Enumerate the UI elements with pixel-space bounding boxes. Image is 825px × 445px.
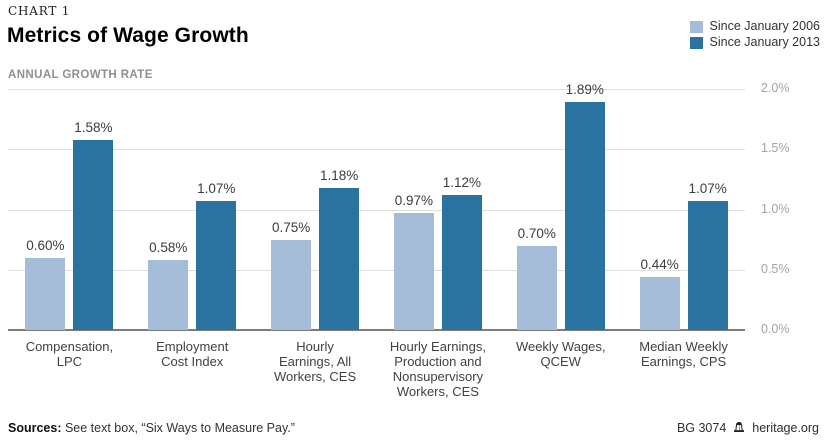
- report-id: BG 3074: [676, 421, 727, 435]
- x-axis-category-line: Earnings, All: [278, 354, 352, 369]
- sources-label: Sources:: [8, 421, 62, 435]
- bar-since-2006: [271, 239, 312, 330]
- x-axis-category-label: Median Weekly Earnings, CPS: [622, 339, 745, 369]
- liberty-bell-icon: [732, 421, 746, 435]
- x-axis-category-line: Weekly Wages,: [515, 339, 606, 354]
- bar-since-2013: [319, 187, 360, 330]
- bar-since-2013: [196, 201, 237, 330]
- x-axis-category-line: Employment: [156, 339, 229, 354]
- gridline: [8, 89, 745, 90]
- x-axis-category-line: Workers, CES: [274, 369, 357, 384]
- x-axis-category-line: Hourly Earnings,: [389, 339, 486, 354]
- legend-label: Since January 2006: [709, 19, 821, 33]
- bar-since-2013: [441, 195, 482, 330]
- bar-value-label: 1.07%: [197, 181, 236, 197]
- bar-value-label: 0.75%: [271, 219, 311, 235]
- x-axis-category-label: Weekly Wages, QCEW: [499, 339, 622, 369]
- bar-since-2013: [687, 201, 728, 330]
- bar-value-label: 1.12%: [442, 175, 482, 191]
- bar-since-2006: [393, 213, 434, 330]
- legend-swatch-2013: [689, 36, 703, 49]
- x-axis-category-label: Compensation, LPC: [8, 339, 131, 369]
- bar-value-label: 0.60%: [26, 237, 65, 253]
- y-axis-tick-label: 1.0%: [761, 201, 790, 216]
- y-axis-tick-label: 0.5%: [761, 261, 790, 276]
- x-axis-category-line: Compensation,: [25, 339, 114, 354]
- axis-note: ANNUAL GROWTH RATE: [8, 69, 153, 81]
- bar-since-2006: [25, 257, 66, 330]
- x-axis-category-line: Production and: [394, 354, 482, 369]
- x-axis-category-line: Workers, CES: [396, 384, 479, 399]
- y-axis-tick-label: 2.0%: [761, 81, 790, 95]
- site-link: heritage.org: [752, 421, 819, 435]
- bar-value-label: 1.18%: [319, 167, 359, 183]
- x-axis-category-line: QCEW: [540, 354, 581, 369]
- x-axis-category-line: Earnings, CPS: [640, 354, 727, 369]
- x-axis-category-line: Median Weekly: [639, 339, 728, 354]
- legend-item-2006: Since January 2006: [689, 19, 821, 33]
- y-axis-tick-label: 0.0%: [761, 322, 790, 336]
- bar-since-2013: [564, 102, 605, 330]
- legend-item-2013: Since January 2013: [689, 35, 821, 49]
- bar-value-label: 1.07%: [688, 181, 727, 197]
- gridline: [8, 269, 745, 271]
- bar-value-label: 0.58%: [149, 240, 188, 256]
- bar-value-label: 0.97%: [394, 193, 434, 209]
- bar-since-2013: [73, 139, 114, 330]
- x-axis-category-label: Hourly Earnings, All Workers, CES: [254, 339, 377, 384]
- bar-value-label: 1.89%: [565, 82, 604, 98]
- x-axis-category-label: Employment Cost Index: [131, 339, 254, 369]
- legend-label: Since January 2013: [709, 35, 821, 49]
- gridline: [8, 149, 745, 151]
- x-axis-category-line: LPC: [56, 354, 83, 369]
- legend: Since January 2006 Since January 2013: [689, 19, 821, 49]
- chart-kicker: CHART 1: [8, 4, 71, 18]
- x-axis-category-label: Hourly Earnings, Production and Nonsupervi…: [377, 339, 500, 399]
- sources-note: Sources: See text box, “Six Ways to Meas…: [8, 421, 295, 435]
- sources-text: See text box, “Six Ways to Measure Pay.”: [61, 421, 295, 435]
- x-axis-category-line: Hourly: [296, 339, 334, 354]
- bar-value-label: 1.58%: [74, 119, 113, 135]
- bar-since-2006: [639, 276, 680, 330]
- x-axis-category-line: Cost Index: [161, 354, 224, 369]
- bar-since-2006: [516, 245, 557, 330]
- gridline: [8, 209, 745, 211]
- legend-swatch-2006: [689, 20, 703, 33]
- page-title: Metrics of Wage Growth: [7, 24, 249, 47]
- bar-value-label: 0.70%: [517, 225, 556, 241]
- x-axis-line: [8, 329, 745, 331]
- y-axis-tick-label: 1.5%: [761, 141, 790, 156]
- footer-attribution: BG 3074 heritage.org: [677, 421, 819, 435]
- x-axis-category-line: Nonsupervisory: [392, 369, 484, 384]
- bar-value-label: 0.44%: [640, 256, 679, 272]
- bar-since-2006: [148, 260, 189, 330]
- plot-area: 0.60% 1.58% 0.58% 1.07% 0.75% 1.18% 0.97% 1.12%…: [8, 82, 745, 331]
